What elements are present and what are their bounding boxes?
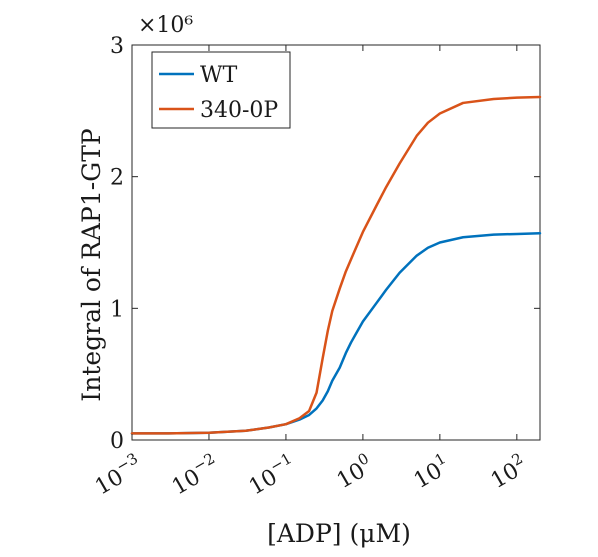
y-axis-label: Integral of RAP1-GTP [77,128,106,401]
exponent-label: ×10⁶ [138,13,193,38]
x-axis-label: [ADP] (μM) [267,519,411,548]
plot-area [131,44,541,441]
y-tick-label: 3 [110,34,124,59]
x-tick-label: 10−1 [243,449,301,500]
x-tick-label: 100 [330,449,378,494]
legend: WT 340-0P [151,51,291,129]
series-layer [130,95,542,435]
x-tick-label: 101 [407,449,455,494]
legend-label-340-0p: 340-0P [200,98,278,123]
series-line-wt [130,232,542,435]
legend-label-wt: WT [200,63,238,88]
y-tick-label: 2 [110,166,124,191]
y-tick-label: 1 [110,297,124,322]
plot-frame [131,44,541,441]
legend-box [151,51,291,129]
x-tick-label: 10−2 [166,449,224,500]
series-line-340-0p [130,95,542,435]
y-tick-label: 0 [110,429,124,454]
x-tick-label: 102 [484,449,532,494]
x-tick-label: 10−3 [89,449,147,500]
